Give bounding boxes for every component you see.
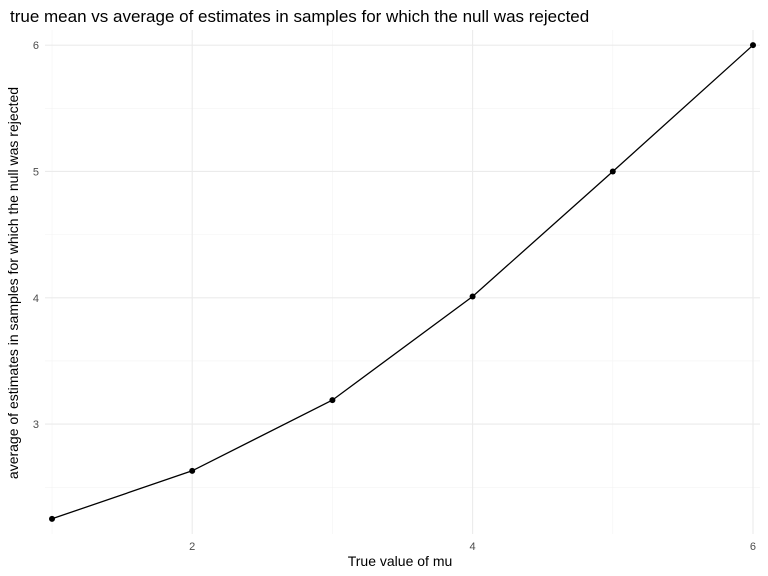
y-tick-label: 4 [33,293,39,305]
x-axis-title: True value of mu [348,553,453,569]
data-point [189,467,196,474]
y-tick-label: 6 [33,40,39,52]
tick-labels: 2 4 6 3 4 5 6 [33,40,756,553]
data-point [749,42,756,49]
chart-title: true mean vs average of estimates in sam… [10,7,589,26]
grid-lines [45,30,760,534]
series [49,42,756,522]
x-tick-label: 6 [750,541,756,553]
data-point [49,515,56,522]
x-tick-label: 4 [470,541,476,553]
data-point [609,168,616,175]
data-point [469,293,476,300]
y-tick-label: 3 [33,419,39,431]
x-tick-label: 2 [189,541,195,553]
series-line [51,44,754,520]
data-point [329,397,336,404]
y-axis-title: average of estimates in samples for whic… [5,87,21,479]
y-tick-label: 5 [33,166,39,178]
